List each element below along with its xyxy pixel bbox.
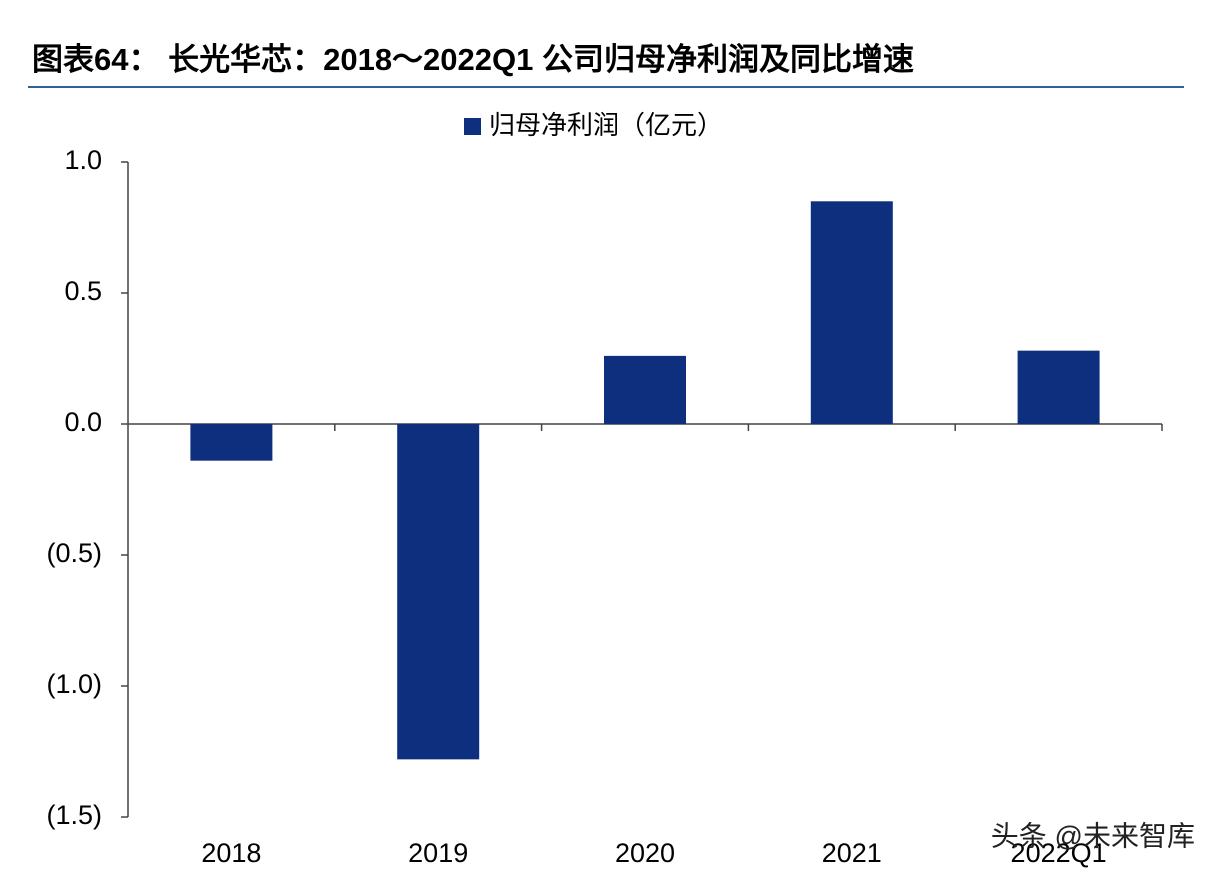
y-tick-label: 0.5 bbox=[64, 276, 102, 306]
y-tick-label: (1.0) bbox=[46, 669, 102, 699]
x-tick-label: 2021 bbox=[822, 838, 882, 868]
bar bbox=[190, 424, 273, 461]
bar bbox=[397, 424, 480, 760]
y-tick-label: (1.5) bbox=[46, 800, 102, 830]
watermark: 头条 @未来智库 bbox=[991, 820, 1195, 851]
x-tick-label: 2018 bbox=[201, 838, 261, 868]
y-tick-label: 1.0 bbox=[64, 145, 102, 175]
bar bbox=[1017, 350, 1100, 424]
legend-swatch bbox=[464, 118, 481, 135]
x-tick-label: 2022Q1 bbox=[1011, 838, 1107, 868]
y-tick-label: 0.0 bbox=[64, 407, 102, 437]
x-tick-label: 2020 bbox=[615, 838, 675, 868]
x-tick-label: 2019 bbox=[408, 838, 468, 868]
y-tick-label: (0.5) bbox=[46, 538, 102, 568]
chart-title: 图表64： 长光华芯：2018～2022Q1 公司归母净利润及同比增速 bbox=[32, 42, 914, 77]
bar bbox=[810, 201, 893, 424]
bar bbox=[604, 355, 686, 424]
legend-label: 归母净利润（亿元） bbox=[489, 110, 723, 140]
